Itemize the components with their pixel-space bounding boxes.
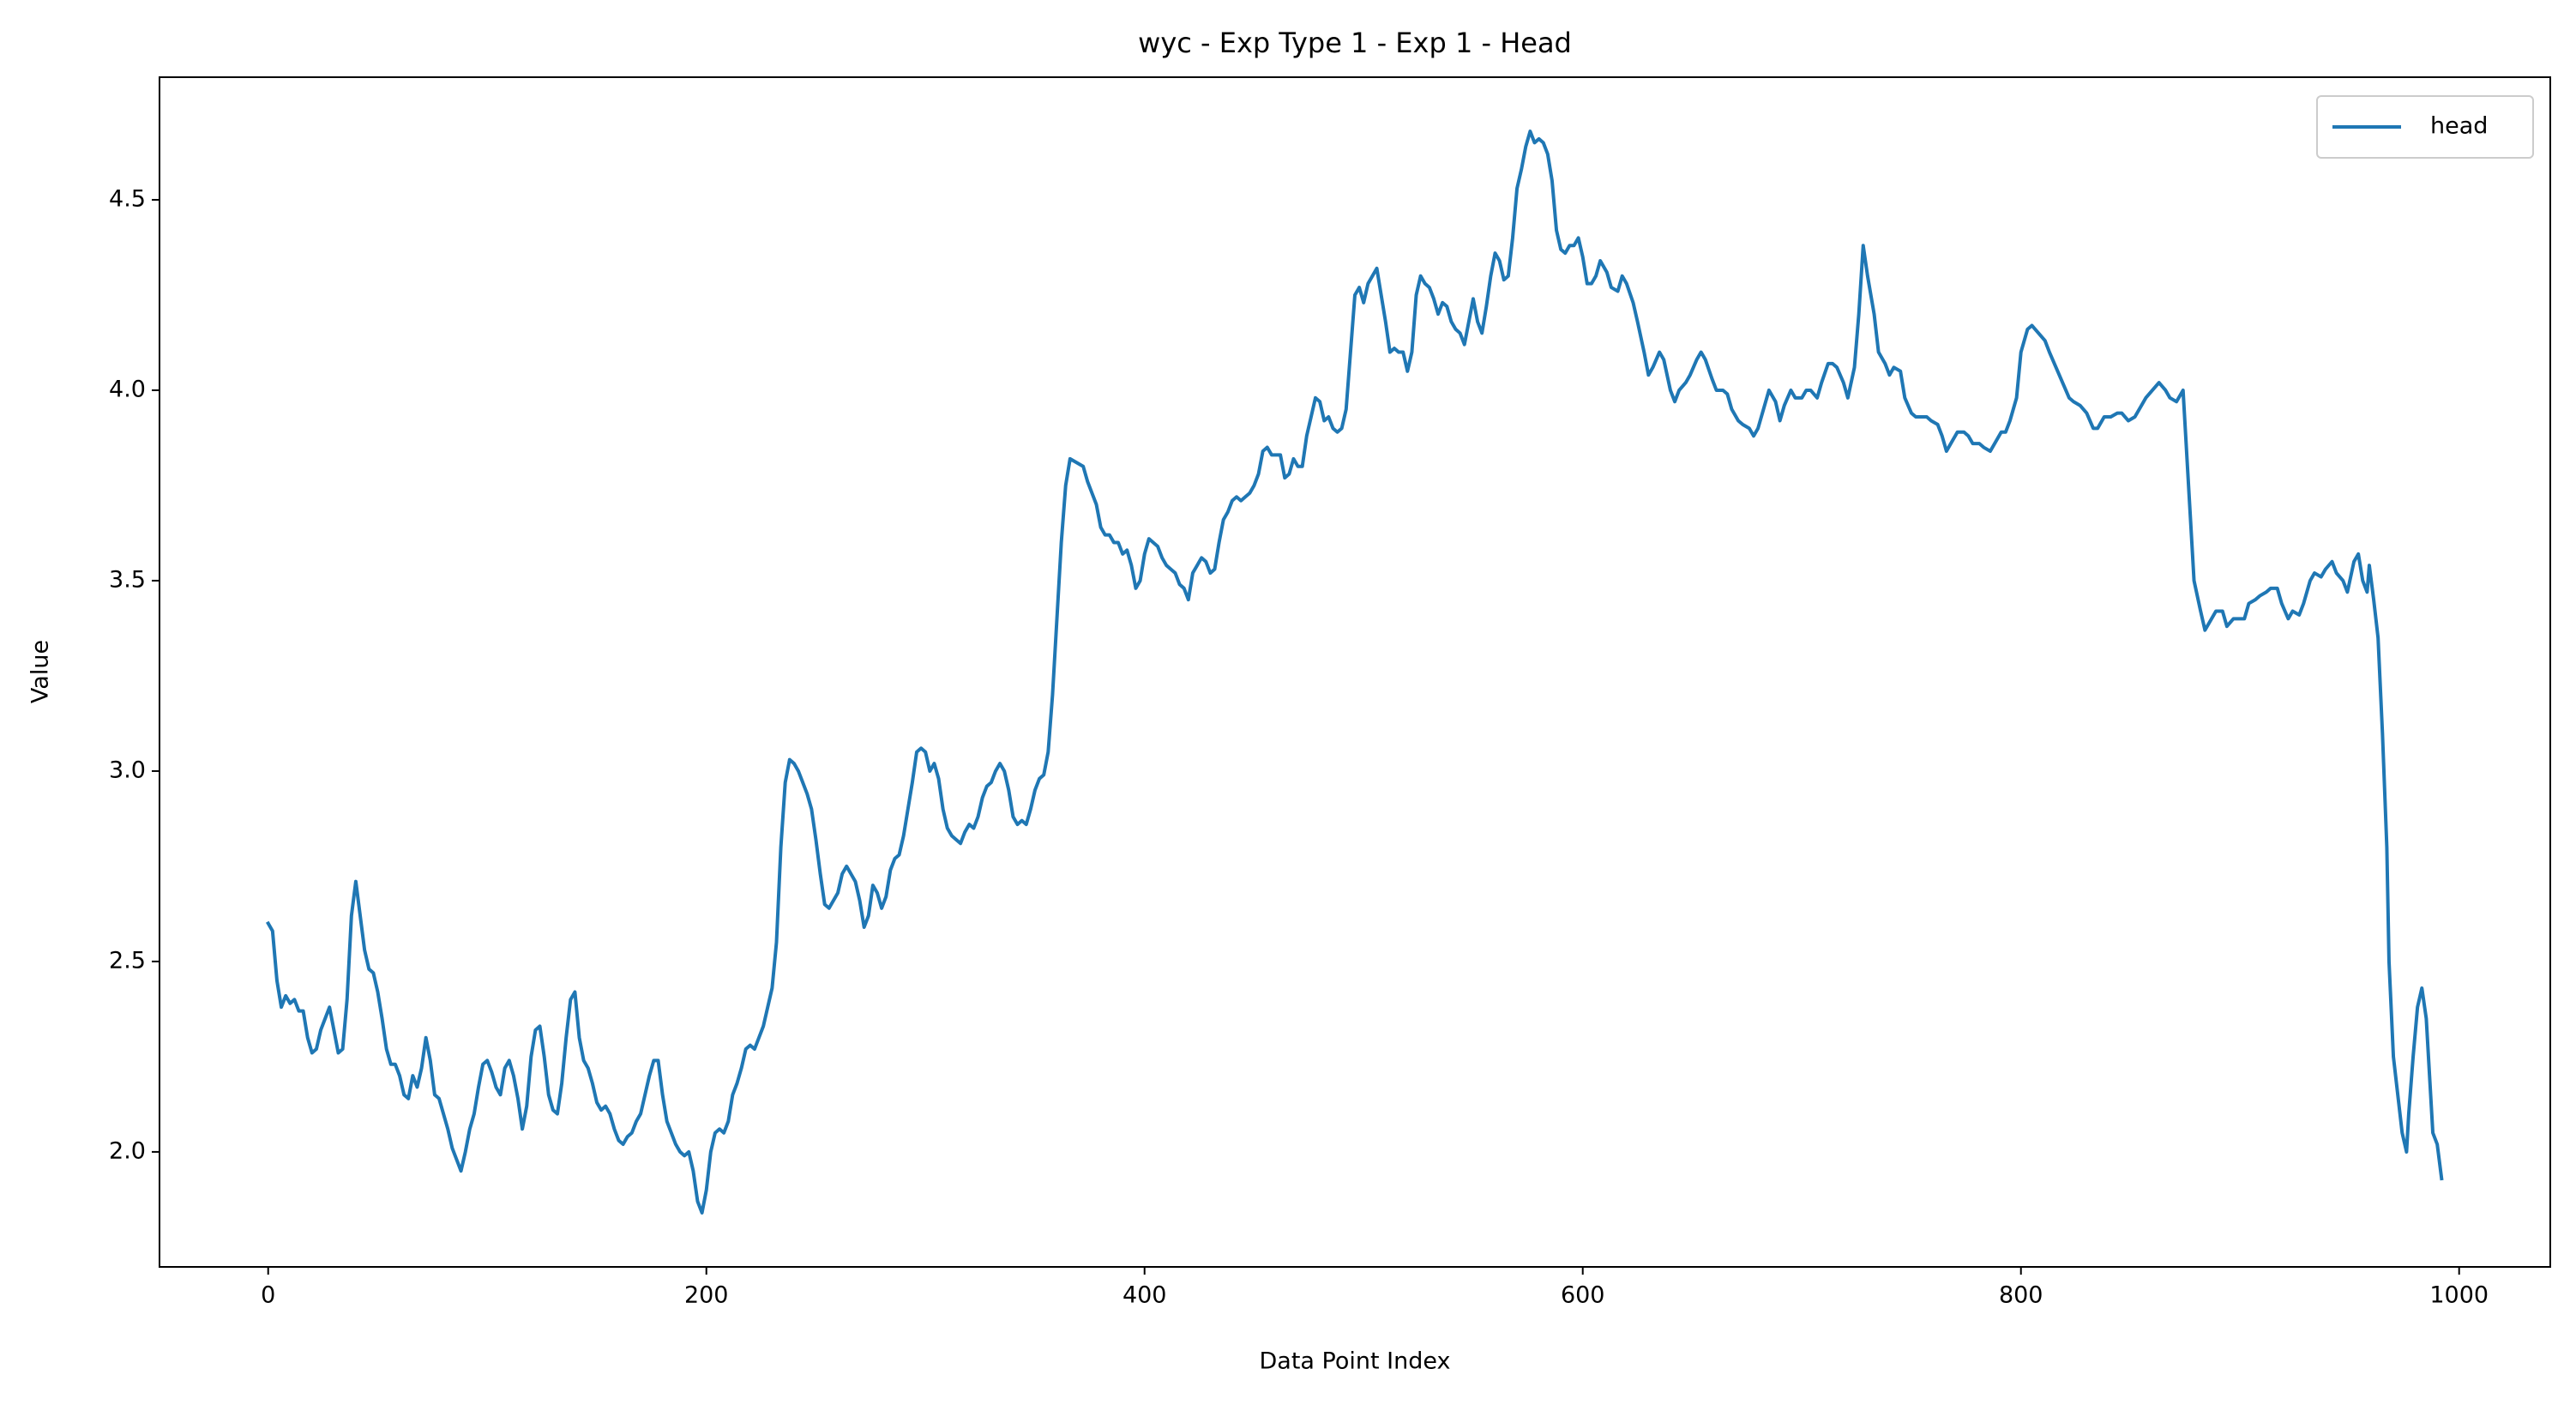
x-tick-label: 600 [1561,1282,1605,1309]
data-line [265,130,2444,1215]
y-tick-label: 3.0 [109,757,146,783]
x-tick-label: 1000 [2429,1282,2489,1309]
plot-frame [159,76,2551,1268]
y-tick-label: 2.5 [109,947,146,974]
y-tick-label: 2.0 [109,1137,146,1164]
x-axis-label: Data Point Index [1259,1348,1450,1375]
legend-box [2316,95,2534,159]
x-tick-label: 800 [1999,1282,2043,1309]
x-tick-label: 400 [1122,1282,1167,1309]
y-tick-label: 4.5 [109,185,146,212]
x-tick-label: 0 [261,1282,275,1309]
chart-title: wyc - Exp Type 1 - Exp 1 - Head [1138,27,1572,59]
legend-label: head [2430,113,2488,140]
y-tick-label: 3.5 [109,566,146,593]
y-tick-label: 4.0 [109,376,146,402]
x-tick-label: 200 [684,1282,729,1309]
y-axis-label: Value [27,640,54,703]
